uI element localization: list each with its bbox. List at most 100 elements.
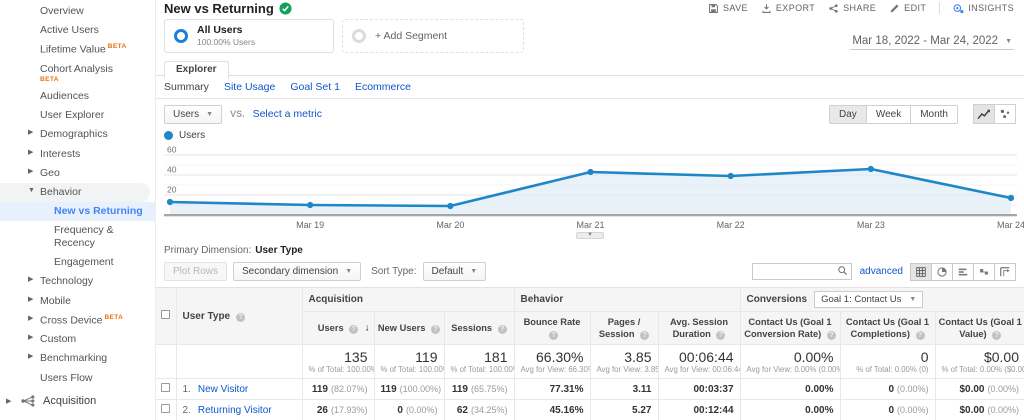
chevron-down-icon: ▼ — [909, 296, 917, 303]
toolbar-right: advanced — [751, 262, 1016, 281]
row-checkbox[interactable] — [161, 383, 171, 393]
cell-new-visitor-bounce-rate: 77.31% — [514, 378, 591, 401]
sidebar-item-frequency-recency[interactable]: Frequency & Recency — [54, 224, 114, 250]
percentage-view-button[interactable] — [931, 262, 953, 281]
sidebar-item-cohort-analysis[interactable]: Cohort Analysis BETA — [0, 60, 155, 87]
motion-chart-button[interactable] — [994, 104, 1016, 124]
group-header-acquisition: Acquisition — [302, 288, 515, 312]
sidebar-item-audiences[interactable]: Audiences — [40, 90, 90, 103]
help-icon[interactable]: ? — [640, 331, 650, 341]
sidebar-item-engagement[interactable]: Engagement — [54, 256, 114, 269]
sidebar-item-cross-device[interactable]: ▶ Cross Device BETA — [28, 313, 124, 327]
sidebar-item-benchmarking[interactable]: ▶ Benchmarking — [28, 352, 108, 365]
granularity-month-button[interactable]: Month — [910, 104, 958, 124]
sidebar-item-overview[interactable]: Overview — [40, 5, 84, 17]
sidebar-item-acquisition[interactable]: ▶ Acquisition — [6, 394, 97, 407]
help-icon[interactable]: ? — [235, 312, 245, 322]
column-header-users[interactable]: Users ? ↓ — [302, 311, 375, 346]
column-header-bounce-rate[interactable]: Bounce Rate ? — [514, 311, 591, 346]
row-link-new-visitor[interactable]: New Visitor — [197, 383, 249, 395]
chart-annotations-toggle[interactable]: ▼ — [576, 232, 604, 239]
subtab-site-usage[interactable]: Site Usage — [223, 81, 276, 93]
help-icon[interactable]: ? — [431, 325, 441, 335]
sidebar-item-lifetime-value[interactable]: Lifetime Value BETA — [40, 43, 127, 56]
row-index: 1. — [182, 383, 191, 395]
date-range-selector[interactable]: Mar 18, 2022 - Mar 24, 2022 ▼ — [850, 35, 1014, 50]
sidebar-item-mobile[interactable]: ▶ Mobile — [28, 294, 71, 307]
x-tick-mar-21: Mar 21 — [576, 220, 605, 230]
save-button[interactable]: SAVE — [708, 3, 748, 14]
column-header-user-type[interactable]: User Type ? — [176, 288, 303, 346]
comparison-view-button[interactable] — [973, 262, 995, 281]
sidebar-item-custom[interactable]: ▶ Custom — [28, 333, 77, 346]
primary-dimension-label: Primary Dimension: — [164, 245, 252, 256]
tab-explorer[interactable]: Explorer — [164, 61, 229, 79]
subtab-summary[interactable]: Summary — [164, 81, 209, 93]
metric-select-dropdown[interactable]: Users ▼ — [164, 104, 223, 124]
table-view-button[interactable] — [910, 262, 932, 281]
granularity-buttons: Day Week Month — [829, 104, 958, 124]
help-icon[interactable]: ? — [992, 331, 1002, 341]
help-icon[interactable]: ? — [826, 331, 836, 341]
column-header-contact-us-goal-1-value[interactable]: Contact Us (Goal 1 Value) ? — [935, 311, 1024, 346]
column-header-sessions[interactable]: Sessions ? — [444, 311, 515, 346]
sidebar-item-behavior[interactable]: ▼ Behavior — [0, 182, 150, 202]
export-button[interactable]: EXPORT — [761, 3, 815, 14]
help-icon[interactable]: ? — [716, 331, 726, 341]
granularity-day-button[interactable]: Day — [829, 104, 867, 124]
chart-line-button[interactable] — [973, 104, 995, 124]
plot-rows-button[interactable]: Plot Rows — [164, 262, 228, 281]
sidebar-item-demographics[interactable]: ▶ Demographics — [28, 128, 108, 141]
sidebar-item-geo[interactable]: ▶ Geo — [28, 166, 60, 179]
primary-dimension-value[interactable]: User Type — [255, 245, 303, 256]
subtab-goal-set-1[interactable]: Goal Set 1 — [290, 81, 340, 93]
cell-new-visitor-contact-us-goal-1-value: $0.00 (0.00%) — [935, 378, 1024, 401]
chevron-down-icon: ▼ — [470, 268, 478, 275]
search-icon[interactable] — [837, 265, 848, 279]
select-a-metric-link[interactable]: Select a metric — [252, 108, 323, 120]
action-divider — [939, 2, 941, 14]
advanced-link[interactable]: advanced — [859, 266, 903, 277]
help-icon[interactable]: ? — [915, 331, 925, 341]
sort-descending-icon: ↓ — [364, 322, 370, 334]
sidebar-item-users-flow[interactable]: Users Flow — [40, 371, 93, 384]
column-header-new-users[interactable]: New Users ? — [374, 311, 445, 346]
performance-view-button[interactable] — [952, 262, 974, 281]
check-icon — [279, 2, 292, 15]
sidebar-item-new-vs-returning[interactable]: New vs Returning — [0, 201, 155, 221]
column-header-contact-us-goal-1-completions[interactable]: Contact Us (Goal 1 Completions) ? — [840, 311, 936, 346]
share-button[interactable]: SHARE — [828, 3, 876, 14]
total-new-users: 119% of Total: 100.00% (119) — [374, 344, 445, 380]
help-icon[interactable]: ? — [497, 325, 507, 335]
chart-type-buttons — [973, 104, 1016, 124]
sidebar-item-interests[interactable]: ▶ Interests — [28, 147, 81, 160]
secondary-dimension-dropdown[interactable]: Secondary dimension ▼ — [233, 262, 362, 281]
sidebar-item-behavior[interactable]: ▶Behavior — [0, 414, 155, 420]
all-users-segment-card[interactable]: All Users 100.00% Users — [164, 19, 334, 53]
sidebar-item-active-users[interactable]: Active Users — [40, 24, 99, 37]
edit-button[interactable]: EDIT — [889, 3, 926, 14]
add-segment-card[interactable]: + Add Segment — [342, 19, 524, 53]
page-title: New vs Returning — [164, 1, 292, 16]
granularity-week-button[interactable]: Week — [865, 104, 912, 124]
help-icon[interactable]: ? — [549, 331, 558, 341]
help-icon[interactable]: ? — [349, 325, 359, 335]
sort-type-dropdown[interactable]: Default ▼ — [422, 262, 487, 281]
table-toolbar: Plot Rows Secondary dimension ▼ Sort Typ… — [156, 259, 1024, 288]
column-header-avg-session-duration[interactable]: Avg. Session Duration ? — [658, 311, 741, 346]
table-search-input[interactable] — [755, 265, 837, 278]
column-header-contact-us-goal-1-conversion-rate[interactable]: Contact Us (Goal 1 Conversion Rate) ? — [740, 311, 841, 346]
total-contact-us-goal-1-conversion-rate: 0.00% Avg for View: 0.00% (0.00%) — [740, 344, 841, 380]
insights-button[interactable]: INSIGHTS — [953, 3, 1014, 14]
subtab-ecommerce[interactable]: Ecommerce — [354, 81, 411, 93]
pivot-view-button[interactable] — [994, 262, 1016, 281]
column-header-pages-session[interactable]: Pages / Session ? — [590, 311, 659, 346]
row-link-returning-visitor[interactable]: Returning Visitor — [197, 404, 272, 416]
chevron-down-icon: ▼ — [206, 110, 214, 118]
select-all-checkbox[interactable] — [161, 310, 171, 320]
sidebar-item-user-explorer[interactable]: User Explorer — [40, 109, 105, 122]
sidebar: Overview Active Users Lifetime Value BETA Co… — [0, 0, 155, 420]
sidebar-item-technology[interactable]: ▶ Technology — [28, 275, 94, 288]
goal-selector-dropdown[interactable]: Goal 1: Contact Us ▼ — [814, 291, 924, 308]
row-checkbox[interactable] — [161, 404, 171, 414]
